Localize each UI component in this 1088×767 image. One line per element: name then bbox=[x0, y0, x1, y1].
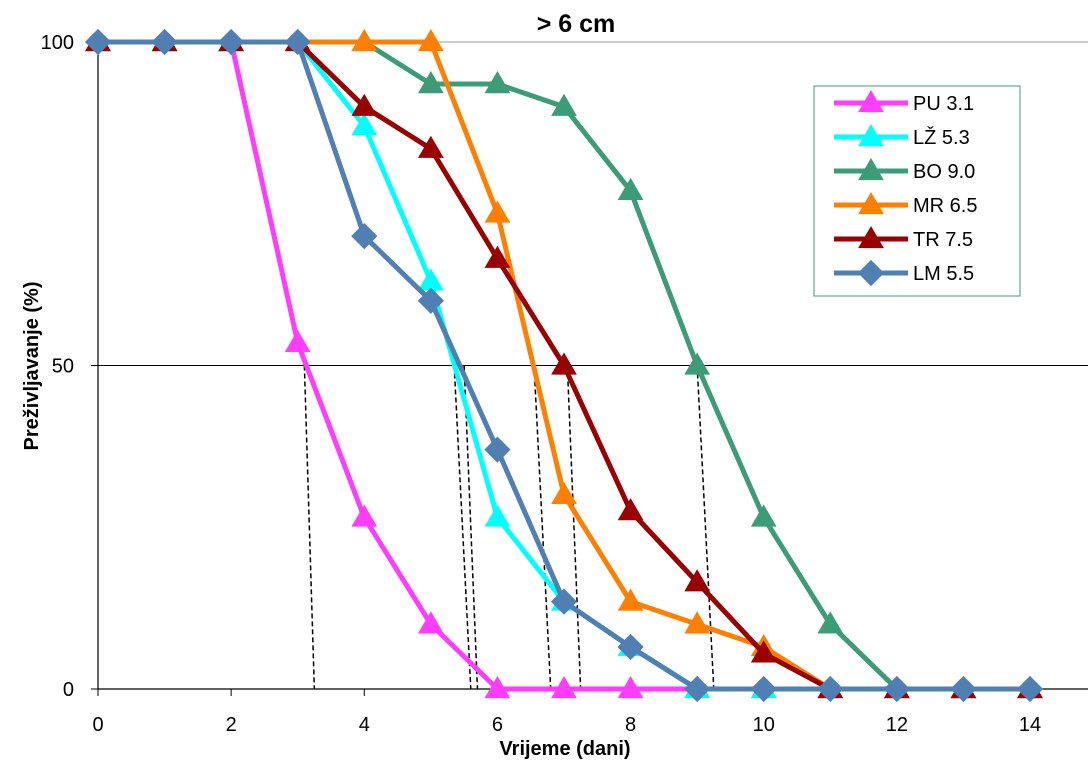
data-point bbox=[551, 352, 577, 375]
data-point bbox=[484, 676, 511, 699]
median-drop-lines bbox=[303, 365, 715, 690]
data-point bbox=[84, 28, 112, 56]
data-point bbox=[351, 29, 378, 52]
series-lines bbox=[84, 28, 1044, 703]
legend-label: LŽ 5.3 bbox=[913, 126, 970, 149]
data-point bbox=[417, 611, 444, 634]
legend-marker bbox=[858, 192, 884, 215]
x-tick-label: 8 bbox=[625, 714, 636, 736]
legend-marker bbox=[858, 226, 884, 249]
x-tick-label: 2 bbox=[226, 714, 237, 736]
y-tick-label: 50 bbox=[52, 356, 74, 378]
data-point bbox=[417, 29, 444, 52]
data-point bbox=[617, 633, 644, 661]
median-drop-line bbox=[303, 365, 316, 690]
data-point bbox=[218, 28, 245, 56]
median-drop-line bbox=[696, 365, 715, 690]
data-point bbox=[684, 352, 711, 375]
data-point bbox=[551, 481, 577, 505]
data-point bbox=[351, 113, 378, 136]
x-tick-label: 6 bbox=[492, 714, 503, 736]
data-point bbox=[817, 611, 844, 634]
legend-item: TR 7.5 bbox=[834, 226, 973, 251]
legend-item: BO 9.0 bbox=[834, 158, 975, 183]
legend-item: LŽ 5.3 bbox=[834, 124, 970, 149]
data-point bbox=[351, 93, 378, 116]
legend-marker bbox=[858, 124, 884, 147]
data-point bbox=[617, 177, 644, 200]
x-tick-label: 4 bbox=[359, 714, 370, 736]
data-point bbox=[750, 504, 777, 527]
y-axis-title: Preživljavanje (%) bbox=[21, 282, 43, 451]
legend-item: LM 5.5 bbox=[834, 259, 974, 287]
x-tick-label: 14 bbox=[1019, 714, 1041, 736]
data-point bbox=[750, 640, 777, 663]
median-drop-line bbox=[566, 365, 582, 690]
legend-marker bbox=[858, 158, 884, 181]
data-point bbox=[484, 245, 511, 268]
legend-label: PU 3.1 bbox=[913, 93, 974, 115]
legend-marker bbox=[857, 259, 885, 287]
data-point bbox=[284, 329, 311, 352]
y-tick-label: 100 bbox=[41, 32, 74, 54]
data-point bbox=[684, 611, 711, 634]
data-point bbox=[817, 675, 844, 703]
data-point bbox=[284, 28, 311, 56]
y-tick-label: 0 bbox=[63, 679, 74, 701]
x-axis-title: Vrijeme (dani) bbox=[499, 738, 630, 760]
legend: PU 3.1 LŽ 5.3 BO 9.0 MR 6.5 TR 7.5 LM 5.5 bbox=[813, 85, 1021, 297]
median-drop-line bbox=[463, 365, 479, 690]
data-point bbox=[417, 135, 444, 158]
legend-label: BO 9.0 bbox=[913, 161, 975, 183]
x-tick-label: 12 bbox=[886, 714, 908, 736]
data-point bbox=[417, 287, 444, 314]
data-point bbox=[351, 222, 378, 250]
data-point bbox=[750, 675, 777, 703]
data-point bbox=[484, 200, 511, 223]
legend-items: PU 3.1 LŽ 5.3 BO 9.0 MR 6.5 TR 7.5 LM 5.5 bbox=[834, 90, 977, 287]
data-point bbox=[617, 588, 644, 611]
legend-label: TR 7.5 bbox=[913, 229, 973, 251]
legend-item: MR 6.5 bbox=[834, 192, 977, 217]
data-point bbox=[550, 588, 578, 615]
chart-title: > 6 cm bbox=[537, 10, 616, 38]
legend-label: MR 6.5 bbox=[913, 195, 977, 217]
data-point bbox=[684, 675, 711, 703]
data-point bbox=[484, 71, 511, 94]
data-point bbox=[484, 436, 511, 463]
x-tick-label: 10 bbox=[753, 714, 775, 736]
data-point bbox=[351, 504, 378, 527]
data-point bbox=[484, 504, 511, 527]
data-point bbox=[883, 675, 910, 703]
median-drop-line bbox=[453, 365, 472, 690]
legend-label: LM 5.5 bbox=[913, 263, 974, 285]
data-point bbox=[1016, 675, 1044, 703]
legend-marker bbox=[858, 90, 884, 113]
median-drop-line bbox=[533, 365, 552, 690]
data-point bbox=[617, 676, 644, 699]
data-point bbox=[617, 498, 644, 521]
x-tick-label: 0 bbox=[92, 714, 103, 736]
data-point bbox=[417, 268, 444, 291]
data-point bbox=[950, 675, 977, 703]
data-point bbox=[551, 676, 577, 699]
series-lm-5-5 bbox=[84, 28, 1044, 703]
legend-box bbox=[813, 85, 1021, 297]
legend-item: PU 3.1 bbox=[834, 90, 974, 115]
data-point bbox=[151, 28, 178, 56]
data-point bbox=[684, 569, 711, 592]
data-point bbox=[551, 93, 577, 116]
data-point bbox=[417, 71, 444, 94]
